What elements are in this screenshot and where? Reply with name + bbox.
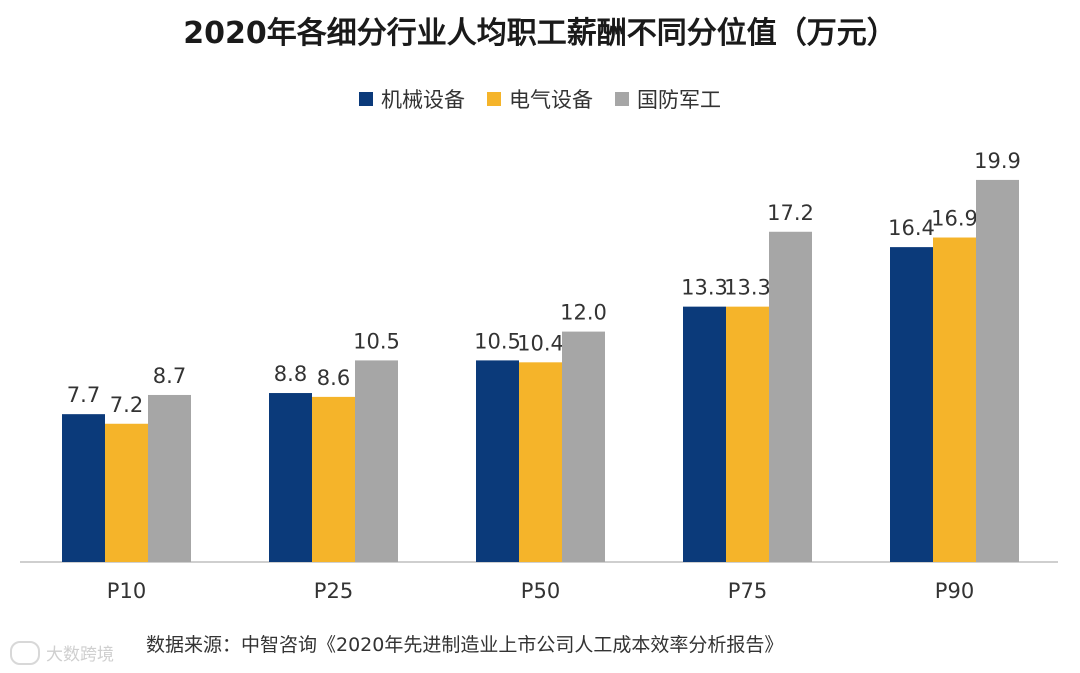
bar-P75-series-3 (769, 231, 812, 562)
bar-P90-series-2 (933, 237, 976, 562)
x-tick-label-P25: P25 (314, 579, 353, 603)
watermark: 大数跨境 (10, 640, 114, 665)
watermark-text: 大数跨境 (46, 645, 114, 665)
data-label-P10-series-2: 7.2 (110, 393, 143, 417)
bar-P90-series-1 (890, 247, 933, 562)
data-label-P25-series-2: 8.6 (317, 366, 350, 390)
data-label-P90-series-1: 16.4 (888, 216, 935, 240)
bar-P50-series-2 (519, 362, 562, 562)
data-label-P10-series-1: 7.7 (67, 383, 100, 407)
x-tick-label-P50: P50 (521, 579, 560, 603)
chart-title: 2020年各细分行业人均职工薪酬不同分位值（万元） (183, 16, 897, 51)
data-label-P25-series-1: 8.8 (274, 362, 307, 386)
legend-item-series-1: 机械设备 (359, 84, 465, 114)
data-label-P25-series-3: 10.5 (353, 329, 400, 353)
legend-swatch-series-3 (615, 92, 629, 106)
bar-P50-series-3 (562, 331, 605, 562)
legend-label-series-2: 电气设备 (509, 88, 593, 112)
legend-label-series-1: 机械设备 (381, 88, 465, 112)
bar-P10-series-2 (105, 423, 148, 562)
legend-swatch-series-1 (359, 92, 373, 106)
x-tick-label-P75: P75 (728, 579, 767, 603)
data-label-P50-series-2: 10.4 (517, 331, 564, 355)
watermark-logo-icon (10, 640, 40, 665)
data-label-P90-series-2: 16.9 (931, 207, 978, 231)
legend-item-series-2: 电气设备 (487, 84, 593, 114)
legend-label-series-3: 国防军工 (637, 88, 721, 112)
data-label-P50-series-3: 12.0 (560, 301, 607, 325)
legend-swatch-series-2 (487, 92, 501, 106)
bar-P10-series-1 (62, 414, 105, 562)
data-label-P75-series-1: 13.3 (681, 276, 728, 300)
legend-item-series-3: 国防军工 (615, 84, 721, 114)
bar-P25-series-2 (312, 396, 355, 562)
data-label-P75-series-2: 13.3 (724, 276, 771, 300)
bar-P25-series-3 (355, 360, 398, 562)
data-label-P50-series-1: 10.5 (474, 329, 521, 353)
x-tick-label-P10: P10 (107, 579, 146, 603)
data-label-P75-series-3: 17.2 (767, 201, 814, 225)
x-tick-label-P90: P90 (935, 579, 974, 603)
bar-P75-series-2 (726, 306, 769, 562)
chart-legend: 机械设备 电气设备 国防军工 (0, 84, 1080, 114)
bar-P10-series-3 (148, 394, 191, 562)
bar-P75-series-1 (683, 306, 726, 562)
bar-P50-series-1 (476, 360, 519, 562)
bar-P25-series-1 (269, 393, 312, 562)
bar-P90-series-3 (976, 179, 1019, 563)
data-label-P90-series-3: 19.9 (974, 149, 1021, 173)
data-label-P10-series-3: 8.7 (153, 364, 186, 388)
source-note: 数据来源：中智咨询《2020年先进制造业上市公司人工成本效率分析报告》 (146, 634, 784, 656)
